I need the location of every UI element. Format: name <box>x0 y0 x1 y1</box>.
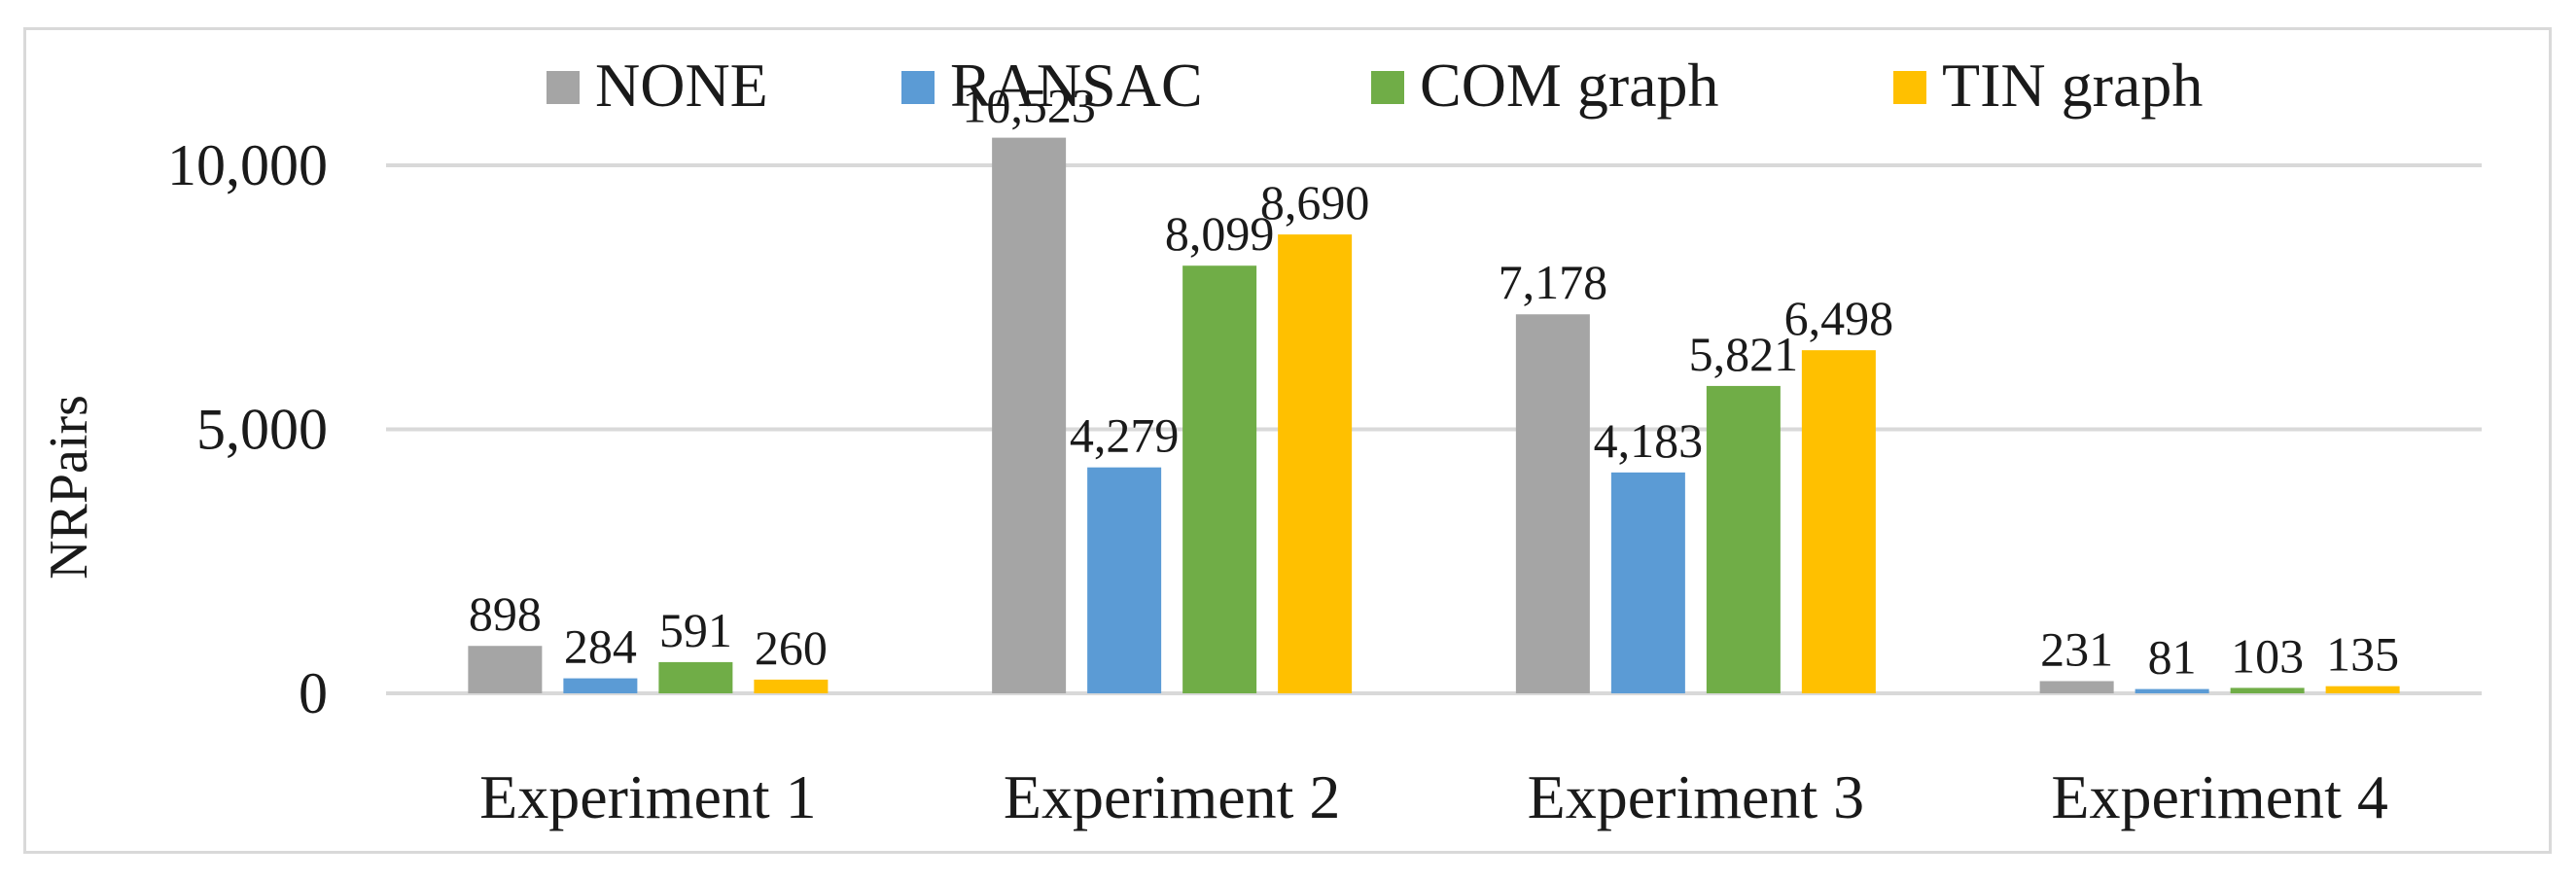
data-label: 8,690 <box>1260 175 1370 229</box>
data-label: 260 <box>755 620 828 675</box>
bar-none-3 <box>1515 314 1590 693</box>
bar-ransac-3 <box>1610 472 1685 693</box>
data-label: 10,523 <box>962 79 1096 133</box>
data-label: 6,498 <box>1784 291 1894 345</box>
x-tick-label: Experiment 1 <box>479 762 817 831</box>
legend: NONE RANSAC COM graph TIN graph <box>547 51 2203 120</box>
bar-ransac-1 <box>563 678 638 693</box>
legend-label: RANSAC <box>950 51 1203 120</box>
data-label: 284 <box>564 619 637 674</box>
bar-com-graph-2 <box>1182 265 1257 693</box>
y-tick-label: 10,000 <box>167 133 328 197</box>
bar-none-4 <box>2039 681 2114 693</box>
legend-swatch-ransac <box>901 71 935 104</box>
data-label: 898 <box>469 586 542 641</box>
bar-tin-graph-4 <box>2325 686 2400 693</box>
data-label: 8,099 <box>1165 206 1275 261</box>
data-label: 7,178 <box>1499 255 1608 309</box>
data-label: 4,183 <box>1594 413 1704 468</box>
legend-label: NONE <box>595 51 768 120</box>
bar-none-2 <box>992 137 1067 694</box>
data-label: 591 <box>659 603 732 657</box>
y-tick-label: 0 <box>299 661 328 725</box>
bar-tin-graph-3 <box>1801 350 1876 693</box>
y-tick-label: 5,000 <box>196 398 328 462</box>
x-tick-label: Experiment 3 <box>1528 762 1865 831</box>
data-label: 135 <box>2326 627 2399 682</box>
bar-tin-graph-2 <box>1278 234 1353 693</box>
data-label: 231 <box>2040 621 2113 676</box>
data-label: 5,821 <box>1689 327 1799 381</box>
legend-swatch-com-graph <box>1371 71 1404 104</box>
legend-swatch-tin-graph <box>1893 71 1926 104</box>
bar-chart: 0 5,000 10,000 Experiment 1 Experiment 2 Expe… <box>39 51 2482 831</box>
x-tick-label: Experiment 2 <box>1004 762 1341 831</box>
bar-com-graph-3 <box>1706 385 1781 693</box>
bars <box>468 137 2400 694</box>
bar-com-graph-4 <box>2230 687 2305 693</box>
bar-com-graph-1 <box>658 661 733 693</box>
data-label: 4,279 <box>1070 408 1180 463</box>
bar-ransac-2 <box>1087 467 1162 693</box>
axes: 0 5,000 10,000 Experiment 1 Experiment 2 Expe… <box>167 133 2482 831</box>
y-axis-title: NRPairs <box>39 395 99 580</box>
bar-ransac-4 <box>2135 688 2209 693</box>
legend-label: TIN graph <box>1942 51 2203 120</box>
data-label: 81 <box>2148 630 2197 685</box>
chart-frame: 0 5,000 10,000 Experiment 1 Experiment 2 Expe… <box>23 27 2552 854</box>
x-tick-label: Experiment 4 <box>2051 762 2388 831</box>
legend-label: COM graph <box>1420 51 1719 120</box>
data-label: 103 <box>2231 628 2304 683</box>
bar-none-1 <box>468 646 543 693</box>
legend-swatch-none <box>547 71 580 104</box>
bar-tin-graph-1 <box>754 679 829 693</box>
